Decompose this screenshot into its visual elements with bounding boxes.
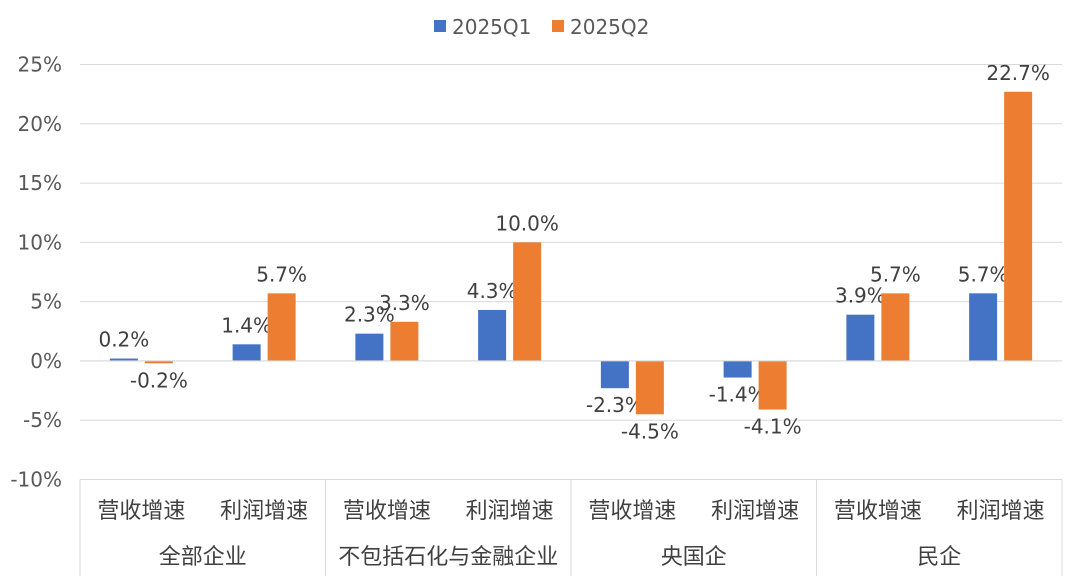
data-label: 3.3% [379, 291, 430, 315]
bar-2025q1 [600, 360, 629, 389]
group-label: 央国企 [661, 545, 727, 570]
data-label: 0.2% [98, 328, 149, 352]
bar-2025q2 [144, 360, 173, 364]
y-tick-label: 5% [30, 290, 62, 314]
category-label: 营收增速 [588, 499, 676, 524]
group-label: 全部企业 [159, 545, 247, 570]
bar-2025q1 [723, 360, 752, 378]
data-label: 3.9% [835, 284, 886, 308]
y-tick-label: 20% [18, 112, 62, 136]
bar-2025q2 [267, 293, 296, 361]
y-tick-label: 10% [18, 230, 62, 254]
data-label: 5.7% [256, 262, 307, 286]
data-label: -2.3% [586, 393, 644, 417]
y-tick-label: 25% [18, 53, 62, 77]
data-label: -1.4% [709, 383, 767, 407]
bar-2025q1 [969, 293, 998, 361]
data-label: 2.3% [344, 303, 395, 327]
y-tick-label: -10% [10, 468, 62, 492]
category-label: 利润增速 [711, 499, 799, 524]
data-label: 4.3% [467, 279, 518, 303]
legend-swatch [434, 20, 446, 32]
bar-2025q1 [846, 314, 875, 361]
data-label: 10.0% [495, 211, 559, 235]
bar-2025q1 [478, 309, 507, 361]
bar-2025q1 [109, 358, 138, 361]
bar-2025q1 [232, 344, 261, 361]
data-label: 1.4% [221, 313, 272, 337]
category-label: 利润增速 [220, 499, 308, 524]
y-tick-label: 0% [30, 349, 62, 373]
bar-2025q2 [881, 293, 910, 361]
data-label: 5.7% [958, 262, 1009, 286]
y-tick-label: 15% [18, 171, 62, 195]
category-label: 利润增速 [957, 499, 1045, 524]
legend-label: 2025Q2 [570, 15, 649, 39]
group-label: 不包括石化与金融企业 [338, 545, 558, 570]
data-label: -4.5% [621, 419, 679, 443]
bar-2025q2 [513, 242, 542, 361]
category-label: 营收增速 [97, 499, 185, 524]
bar-2025q2 [390, 321, 419, 361]
data-label: 5.7% [870, 262, 921, 286]
bar-2025q2 [758, 360, 787, 410]
group-label: 民企 [917, 545, 961, 570]
data-label: -0.2% [130, 368, 188, 392]
category-label: 利润增速 [466, 499, 554, 524]
legend-label: 2025Q1 [452, 15, 531, 39]
bar-2025q2 [635, 360, 664, 415]
bar-2025q2 [1004, 91, 1033, 361]
legend-swatch [552, 20, 564, 32]
bar-2025q1 [355, 333, 384, 361]
category-label: 营收增速 [343, 499, 431, 524]
data-label: 22.7% [986, 61, 1050, 85]
y-tick-label: -5% [23, 408, 62, 432]
data-label: -4.1% [744, 415, 802, 439]
category-label: 营收增速 [834, 499, 922, 524]
